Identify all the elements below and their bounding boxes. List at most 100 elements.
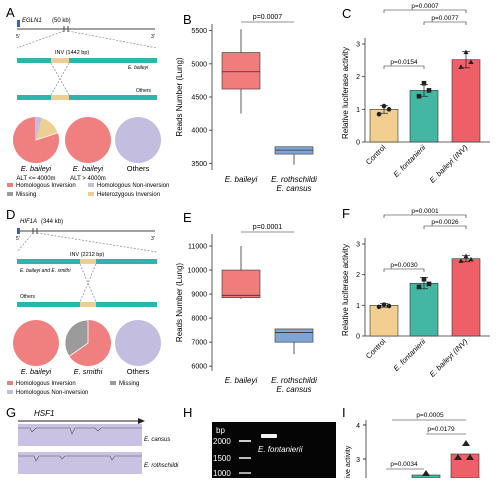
- data-point: [468, 256, 474, 262]
- data-point: [386, 107, 392, 112]
- y-tick-label: 7000: [191, 340, 207, 347]
- bar: [451, 258, 481, 337]
- five-prime-label: 5': [16, 34, 20, 40]
- ladder-band: [239, 472, 251, 474]
- track-label-baileyi-smithi: E. baileyi and E. smithi: [20, 268, 71, 274]
- pie-d1-title: E. baileyi: [21, 367, 52, 376]
- data-point: [421, 276, 427, 282]
- panel-a-legend: Homologous Inversion Homologous Non-inve…: [7, 183, 169, 198]
- y-tick-label: 4000: [191, 128, 207, 135]
- bar: [451, 59, 481, 143]
- y-tick-label: 6000: [191, 364, 207, 371]
- y-tick-label: 3: [356, 42, 360, 49]
- pie-d2-missing-slice: [64, 319, 89, 357]
- pie-d1: [13, 320, 59, 366]
- y-tick-label: 1: [356, 303, 360, 310]
- legend-d-hom-noninv: Homologous Non-inversion: [16, 390, 88, 396]
- y-tick-label: 1: [356, 107, 360, 114]
- legend-a-hom-noninv: Homologous Non-inversion: [97, 183, 169, 189]
- bar: [369, 109, 399, 143]
- y-axis-label: Reads Number (Lung): [175, 57, 184, 136]
- pie-d3-title: Others: [127, 367, 150, 376]
- i-p-value-3: p=0.0034: [390, 461, 418, 468]
- data-point: [416, 93, 422, 99]
- gel-lane-label: E. fontanierii: [258, 445, 303, 454]
- p-value: p=0.0077: [431, 15, 459, 22]
- gene-name-hsf1: HSF1: [34, 409, 54, 418]
- significance-bracket: [423, 225, 467, 229]
- panel-i: 4 3 ive activity p=0.0005 p=0.0179 p=0.0…: [345, 412, 480, 479]
- y-tick-label: 4500: [191, 95, 207, 102]
- track-label-baileyi: E. baileyi: [128, 65, 149, 71]
- x-category-label: E. baileyi (INV): [428, 337, 470, 379]
- bar: [409, 282, 439, 337]
- ladder-band: [239, 457, 251, 459]
- box: [221, 269, 261, 298]
- p-value: p=0.0007: [411, 3, 439, 10]
- box: [274, 328, 314, 343]
- y-tick-label: 0: [356, 334, 360, 341]
- data-point: [458, 64, 464, 69]
- track-label-rothschildi: E. rothschildi: [144, 463, 179, 469]
- three-prime-label-d: 3': [151, 236, 155, 242]
- x-category-label: E. rothschildi: [271, 175, 317, 184]
- x-category-label: E. rothschildi: [271, 376, 317, 385]
- i-bar-3: [450, 453, 480, 479]
- y-tick-label: 11000: [188, 244, 207, 251]
- legend-d-missing: Missing: [119, 381, 139, 387]
- data-point: [381, 302, 387, 308]
- gene-size-hif1a: (344 kb): [41, 219, 63, 225]
- x-category-label: E. baileyi: [225, 175, 258, 184]
- x-category-label: Control: [364, 143, 388, 167]
- panel-label-b: B: [183, 12, 192, 27]
- data-point: [376, 304, 382, 310]
- panel-a-schematic: EGLN1 (50 kb) 5' 3' INV (1442 bp) E. bai…: [16, 18, 158, 100]
- legend-a-missing: Missing: [16, 192, 36, 198]
- legend-a-hom-inv: Homologous Inversion: [16, 183, 76, 189]
- sample-band: [261, 434, 277, 438]
- pie-a2: [65, 117, 111, 163]
- pie-a1-sub: ALT <= 4000m: [16, 176, 55, 182]
- panel-label-g: G: [6, 405, 16, 420]
- chart-e: 6000 7000 8000 9000 10000 11000 Reads Number (…: [175, 224, 317, 394]
- i-ylabel: ive activity: [345, 445, 352, 478]
- five-prime-label-d: 5': [16, 236, 20, 242]
- gel-image: [212, 422, 336, 478]
- x-category-label: E. cansus: [276, 385, 311, 394]
- data-point: [386, 303, 392, 309]
- panel-g: HSF1 E. cansus E. rothschildi: [18, 409, 179, 474]
- pie-a1-title: E. baileyi: [21, 164, 52, 173]
- significance-bracket: [383, 65, 425, 69]
- y-axis-label: Reads Number (Lung): [175, 263, 184, 342]
- data-point: [426, 281, 432, 287]
- significance-bracket: [423, 21, 467, 25]
- x-category-label: E. cansus: [276, 184, 311, 193]
- pie-a2-title: E. baileyi: [73, 164, 104, 173]
- panel-label-d: D: [6, 207, 15, 222]
- track-label-others: Others: [136, 88, 152, 94]
- y-tick-label: 9000: [191, 292, 207, 299]
- track-label-others-d: Others: [20, 294, 36, 300]
- y-tick-label: 2: [356, 74, 360, 81]
- y-tick-label: 5500: [191, 28, 207, 35]
- y-tick-label: 2: [356, 272, 360, 279]
- significance-bracket: [383, 9, 467, 13]
- x-category-label: E. fontanierii: [392, 337, 428, 373]
- y-tick-label: 3: [356, 242, 360, 249]
- y-tick-label: 10000: [188, 268, 208, 275]
- ladder-1500: 1500: [213, 454, 231, 463]
- panel-label-a: A: [6, 5, 15, 20]
- chart-b: 3500 4000 4500 5000 5500 Reads Number (Lung) E…: [175, 14, 317, 193]
- inv-label-d: INV (2212 bp): [70, 252, 104, 258]
- p-value: p=0.0001: [253, 224, 282, 231]
- i-ytick-3: 3: [356, 457, 360, 464]
- pie-a3: [115, 117, 161, 163]
- track-baileyi: [17, 58, 157, 63]
- panel-label-e: E: [183, 210, 192, 225]
- data-point: [376, 111, 382, 117]
- pie-d2-title: E. smithi: [74, 367, 103, 376]
- gene-start-marker: [17, 20, 20, 27]
- gene-size: (50 kb): [52, 18, 71, 24]
